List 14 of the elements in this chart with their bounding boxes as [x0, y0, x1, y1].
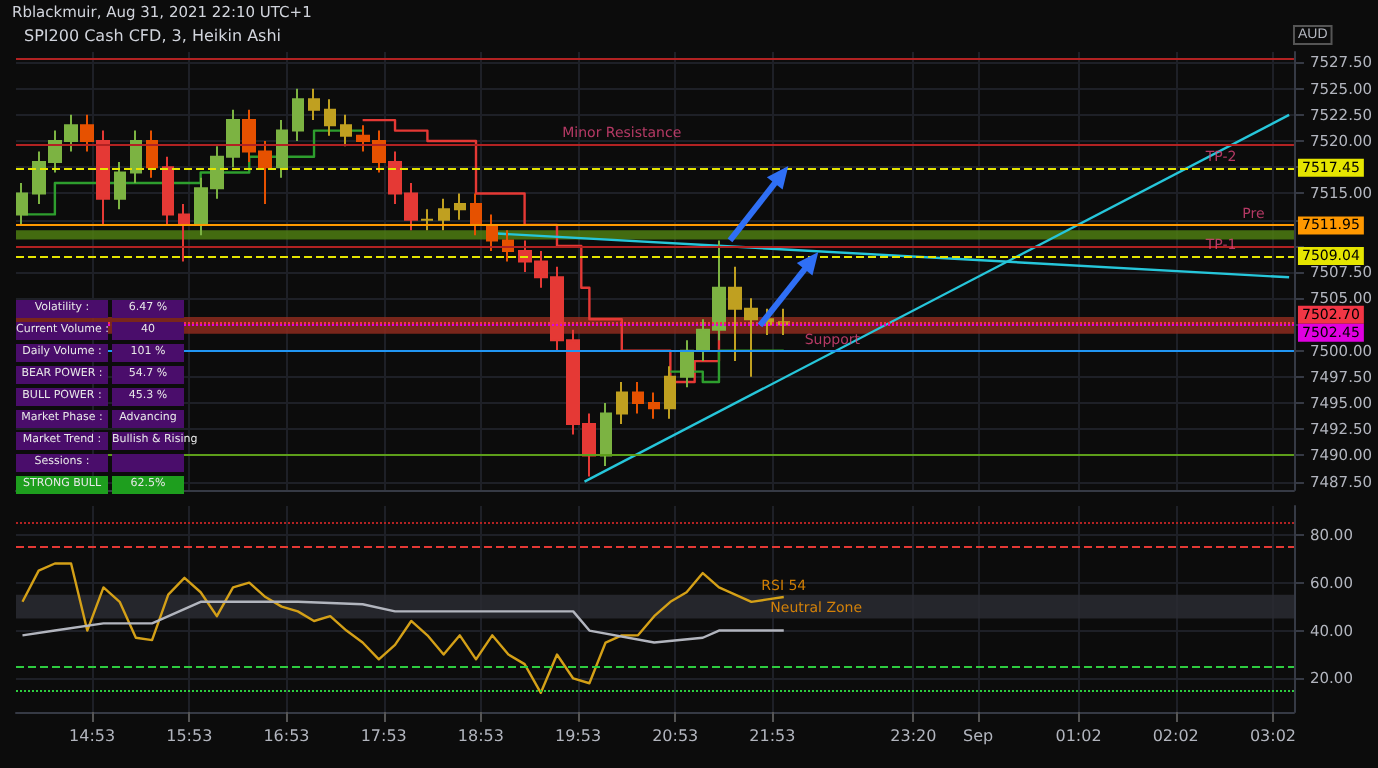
x-tick-label: 01:02 [1055, 727, 1102, 745]
x-tick-label: 16:53 [263, 727, 310, 745]
x-tick-label: 15:53 [166, 727, 213, 745]
x-tick-label: 23:20 [890, 727, 937, 745]
x-tick-label: 18:53 [457, 727, 504, 745]
x-tick-label: 03:02 [1249, 727, 1297, 745]
x-tick-label: 02:02 [1152, 727, 1199, 745]
x-tick-label: 21:53 [749, 727, 796, 745]
x-tick-label: Sep [963, 727, 994, 745]
x-tick-label: 17:53 [360, 727, 407, 745]
x-tick-label: 19:53 [555, 727, 602, 745]
x-tick-label: 14:53 [69, 727, 116, 745]
chart-title: SPI200 Cash CFD, 3, Heikin Ashi [24, 27, 282, 45]
x-tick-label: 20:53 [652, 727, 699, 745]
